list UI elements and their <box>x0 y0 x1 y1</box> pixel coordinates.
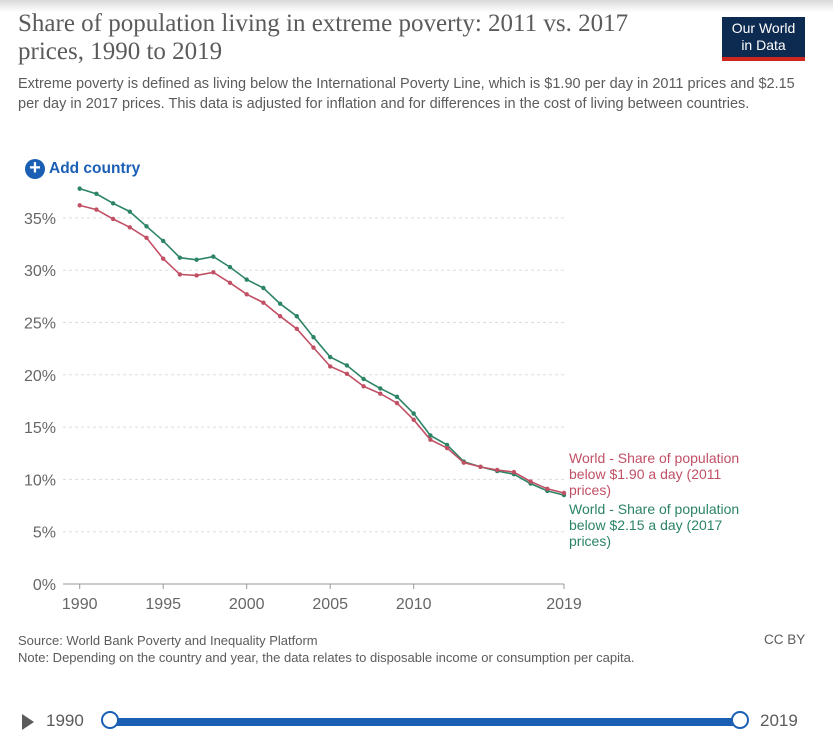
chart-title: Share of population living in extreme po… <box>18 10 629 65</box>
data-point-series_2011 <box>495 467 500 473</box>
owid-logo[interactable]: Our World in Data <box>722 17 805 61</box>
data-point-series_2011 <box>411 417 416 422</box>
data-point-series_2011 <box>94 207 99 212</box>
data-point-series_2011 <box>177 272 183 277</box>
data-point-series_2017 <box>227 264 233 270</box>
license-link[interactable]: CC BY <box>764 632 806 647</box>
data-point-series_2017 <box>177 255 183 260</box>
chart-subtitle: Extreme poverty is defined as living bel… <box>18 76 795 112</box>
data-point-series_2017 <box>194 257 199 262</box>
data-point-series_2011 <box>394 400 400 406</box>
data-point-series_2011 <box>328 364 333 369</box>
data-point-series_2011 <box>244 292 249 297</box>
data-point-series_2017 <box>144 224 149 229</box>
axes: 0% 5% 10% 15% 20% 25% 30% 35% 1990 1995 2000 2005 20… <box>24 211 582 613</box>
timeline: 1990 2019 <box>0 705 833 742</box>
data-point-series_2017 <box>244 277 249 282</box>
data-point-series_2017 <box>444 442 450 448</box>
data-point-series_2017 <box>77 186 82 191</box>
timeline-track[interactable] <box>110 718 740 726</box>
logo-line-2: in Data <box>741 37 786 53</box>
data-point-series_2017 <box>311 334 316 340</box>
y-tick-label: 0% <box>33 577 56 594</box>
data-point-series_2011 <box>378 391 383 396</box>
x-tick-label: 2005 <box>312 596 348 613</box>
data-point-series_2017 <box>378 386 383 391</box>
data-point-series_2011 <box>311 345 316 350</box>
data-point-series_2011 <box>277 314 283 319</box>
data-point-series_2011 <box>561 490 567 496</box>
data-point-series_2011 <box>361 384 366 389</box>
series-label-series_2011: World - Share of population below $1.90 a… <box>569 450 739 498</box>
timeline-end-label: 2019 <box>760 711 798 730</box>
data-point-series_2011 <box>261 300 266 305</box>
add-country-button[interactable]: + Add country <box>25 158 141 179</box>
logo-line-1: Our World <box>731 20 796 36</box>
data-point-series_2017 <box>277 301 283 306</box>
x-tick-label: 2019 <box>546 596 582 613</box>
y-tick-label: 30% <box>24 263 56 280</box>
data-point-series_2011 <box>478 464 483 470</box>
data-point-series_2017 <box>94 191 99 197</box>
data-point-series_2011 <box>144 235 149 240</box>
y-tick-label: 25% <box>24 316 56 333</box>
data-point-series_2011 <box>227 280 233 285</box>
series-labels: World - Share of population below $1.90 a… <box>569 450 739 549</box>
plus-circle-icon: + <box>25 158 45 179</box>
data-point-series_2011 <box>77 203 82 208</box>
y-tick-label: 5% <box>33 525 56 542</box>
source-text: Source: World Bank Poverty and Inequalit… <box>18 633 318 648</box>
note-text: Note: Depending on the country and year,… <box>18 650 635 665</box>
data-point-series_2011 <box>545 486 550 492</box>
data-point-series_2011 <box>127 225 132 230</box>
y-tick-label: 15% <box>24 420 56 437</box>
series-label-series_2017: World - Share of population below $2.15 a… <box>569 501 739 549</box>
data-point-series_2017 <box>411 411 416 416</box>
data-point-series_2011 <box>110 216 116 222</box>
data-point-series_2017 <box>344 363 350 368</box>
series-line-series_2017 <box>79 187 565 496</box>
data-point-series_2017 <box>211 254 216 259</box>
data-point-series_2011 <box>444 445 450 451</box>
top-shade <box>0 0 833 12</box>
data-point-series_2017 <box>361 376 366 382</box>
timeline-start-handle[interactable] <box>101 711 119 729</box>
data-point-series_2017 <box>428 433 433 438</box>
y-tick-label: 20% <box>24 368 56 385</box>
x-tick-label: 2010 <box>396 596 432 613</box>
x-tick-label: 2000 <box>229 596 265 613</box>
data-point-series_2011 <box>344 371 350 376</box>
data-point-series_2017 <box>127 209 132 214</box>
add-country-label: Add country <box>49 160 141 177</box>
x-tick-label: 1990 <box>62 596 98 613</box>
data-point-series_2011 <box>194 273 199 278</box>
timeline-start-label: 1990 <box>46 711 84 730</box>
source-note: Source: World Bank Poverty and Inequalit… <box>18 632 634 666</box>
data-point-series_2011 <box>211 270 216 275</box>
data-point-series_2017 <box>110 201 116 206</box>
timeline-end-handle[interactable] <box>731 711 749 729</box>
data-point-series_2011 <box>511 469 517 475</box>
data-point-series_2017 <box>328 354 333 360</box>
data-point-series_2011 <box>461 460 466 465</box>
gridlines <box>63 217 564 533</box>
line-chart: 0% 5% 10% 15% 20% 25% 30% 35% 1990 1995 2000 2005 20… <box>24 186 739 613</box>
data-point-series_2017 <box>294 314 299 319</box>
series-line-series_2011 <box>79 204 565 494</box>
data-point-series_2017 <box>161 238 166 244</box>
data-point-series_2011 <box>161 256 166 261</box>
series-lines <box>77 186 567 498</box>
play-icon[interactable] <box>22 714 34 730</box>
x-tick-label: 1995 <box>145 596 181 613</box>
y-tick-label: 35% <box>24 211 56 228</box>
y-tick-label: 10% <box>24 472 56 489</box>
data-point-series_2011 <box>294 326 299 331</box>
data-point-series_2017 <box>394 394 400 399</box>
logo-red-bar <box>722 57 805 61</box>
data-point-series_2017 <box>261 285 266 291</box>
data-point-series_2011 <box>528 479 533 484</box>
data-point-series_2011 <box>428 437 433 442</box>
